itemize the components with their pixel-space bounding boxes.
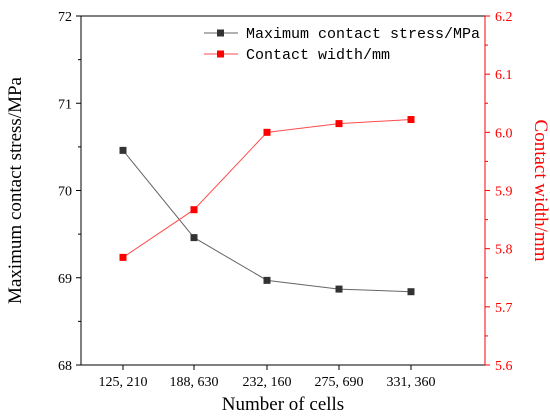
x-tick-label: 125, 210 <box>99 375 148 390</box>
data-point <box>407 288 415 296</box>
legend-marker <box>217 50 224 58</box>
y-axis-right-title: Contact width/mm <box>530 120 550 262</box>
y-left-tick-label: 71 <box>58 97 72 112</box>
y-right-tick-label: 6.2 <box>495 10 513 25</box>
legend-label: Maximum contact stress/MPa <box>246 26 480 43</box>
x-tick-label: 275, 690 <box>315 375 364 390</box>
data-point <box>407 116 415 124</box>
x-tick-label: 188, 630 <box>170 375 219 390</box>
data-point <box>335 120 343 128</box>
y-right-tick-label: 6.0 <box>495 126 513 141</box>
x-tick-label: 232, 160 <box>243 375 292 390</box>
x-tick-label: 331, 360 <box>387 375 436 390</box>
y-left-tick-label: 68 <box>58 359 72 374</box>
data-point <box>119 253 127 261</box>
y-axis-left-title: Maximum contact stress/MPa <box>5 76 26 303</box>
plot-area <box>81 16 485 365</box>
legend-label: Contact width/mm <box>246 47 390 64</box>
x-axis-title: Number of cells <box>222 394 344 415</box>
data-point <box>335 285 343 293</box>
y-right-tick-label: 5.7 <box>495 301 513 316</box>
axes-layer: 68 69 70 71 72 5.6 5.7 5.8 5.9 6.0 6.1 6.2 125, 210 1… <box>58 10 513 390</box>
data-point <box>119 146 127 154</box>
data-point <box>263 128 271 136</box>
y-left-tick-label: 72 <box>58 10 72 25</box>
data-point <box>190 234 198 242</box>
data-point <box>263 276 271 284</box>
y-right-tick-label: 5.9 <box>495 185 513 200</box>
series-layer <box>119 116 415 296</box>
data-point <box>190 206 198 214</box>
y-right-tick-label: 6.1 <box>495 68 513 83</box>
y-left-tick-label: 70 <box>58 185 72 200</box>
legend: Maximum contact stress/MPa Contact width/… <box>204 26 480 64</box>
legend-marker <box>217 29 224 37</box>
y-right-tick-label: 5.8 <box>495 243 513 258</box>
y-left-tick-label: 69 <box>58 272 72 287</box>
y-right-tick-label: 5.6 <box>495 359 513 374</box>
